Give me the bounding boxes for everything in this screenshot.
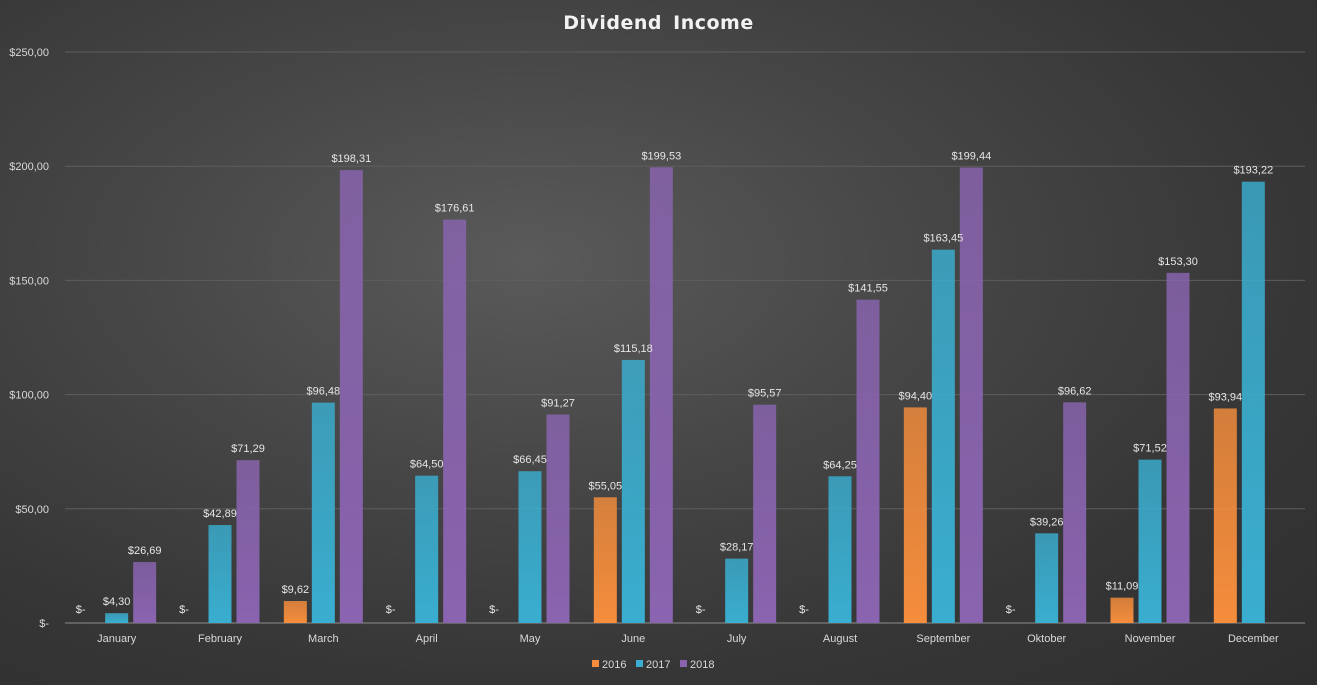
x-tick-label-june: June	[621, 633, 645, 645]
x-tick-label-april: April	[416, 633, 438, 645]
bar-2017-june	[621, 359, 645, 623]
bar-2017-january	[105, 613, 129, 623]
bar-2018-july	[753, 404, 777, 623]
bar-2016-march	[283, 601, 307, 623]
bar-2018-oktober	[1063, 402, 1087, 623]
data-label-2018-november: $153,30	[1158, 256, 1198, 268]
x-tick-label-september: September	[916, 633, 970, 645]
bar-2017-oktober	[1035, 533, 1059, 623]
bar-2017-april	[415, 475, 439, 623]
bar-2018-september	[959, 167, 983, 623]
bars	[105, 167, 1265, 624]
legend-label-2018: 2018	[690, 659, 714, 671]
data-label-2018-august: $141,55	[848, 283, 888, 295]
data-label-2017-march: $96,48	[307, 386, 341, 398]
data-label-2018-march: $198,31	[331, 153, 371, 165]
data-label-2016-august: $-	[799, 604, 809, 616]
chart-title: Dividend Income	[563, 12, 754, 34]
x-axis-tick-labels: January February March April May June July Augu…	[97, 633, 1279, 645]
bar-2018-may	[546, 414, 570, 623]
x-tick-label-july: July	[727, 633, 747, 645]
bar-2018-november	[1166, 272, 1190, 623]
data-label-2016-may: $-	[489, 604, 499, 616]
bar-2017-august	[828, 476, 852, 623]
bar-2017-march	[311, 402, 335, 623]
y-tick-label-150: $150,00	[9, 275, 49, 287]
legend-label-2016: 2016	[602, 659, 626, 671]
data-label-2017-august: $64,25	[823, 459, 857, 471]
data-label-2018-september: $199,44	[951, 150, 991, 162]
data-label-2017-oktober: $39,26	[1030, 516, 1064, 528]
data-label-2016-february: $-	[179, 604, 189, 616]
bar-2017-may	[518, 471, 542, 623]
data-label-2017-september: $163,45	[923, 233, 963, 245]
data-label-2018-january: $26,69	[128, 545, 162, 557]
bar-2016-november	[1110, 597, 1134, 623]
data-label-2016-november: $11,09	[1106, 581, 1139, 593]
x-tick-label-february: February	[198, 633, 243, 645]
data-label-2017-february: $42,89	[203, 508, 237, 520]
data-label-2017-july: $28,17	[720, 542, 754, 554]
bar-2018-february	[236, 460, 260, 623]
data-label-2018-june: $199,53	[641, 150, 681, 162]
data-label-2017-january: $4,30	[103, 596, 131, 608]
bar-2017-december	[1241, 181, 1265, 623]
legend-swatch-2016	[592, 660, 599, 667]
data-label-2017-may: $66,45	[513, 454, 547, 466]
y-axis-tick-labels: $- $50,00 $100,00 $150,00 $200,00 $250,00	[9, 47, 49, 630]
y-tick-label-0: $-	[39, 618, 49, 630]
gridlines	[65, 51, 1305, 624]
bar-2018-august	[856, 299, 880, 623]
bar-2018-march	[339, 170, 363, 623]
data-label-2016-december: $93,94	[1209, 391, 1243, 403]
data-label-2018-july: $95,57	[748, 388, 782, 400]
bar-2017-february	[208, 525, 232, 623]
bar-2016-december	[1213, 408, 1237, 623]
x-tick-label-january: January	[97, 633, 137, 645]
data-labels: $- $4,30 $26,69 $- $42,89 $71,29 $9,62 $96,48 $1…	[76, 150, 1273, 616]
bar-2018-june	[649, 167, 673, 623]
data-label-2016-april: $-	[386, 604, 396, 616]
bar-2017-september	[931, 249, 955, 623]
data-label-2016-march: $9,62	[282, 584, 310, 596]
x-tick-label-march: March	[308, 633, 339, 645]
y-tick-label-200: $200,00	[9, 161, 49, 173]
data-label-2017-june: $115,18	[614, 343, 653, 355]
bar-2017-november	[1138, 459, 1162, 623]
y-tick-label-250: $250,00	[9, 47, 49, 59]
x-tick-label-august: August	[823, 633, 857, 645]
y-tick-label-50: $50,00	[15, 504, 49, 516]
data-label-2016-july: $-	[696, 604, 706, 616]
data-label-2016-january: $-	[76, 604, 86, 616]
bar-2016-september	[903, 407, 927, 623]
legend: 2016 2017 2018	[592, 659, 714, 671]
data-label-2017-december: $193,22	[1233, 165, 1273, 177]
bar-2016-june	[593, 497, 617, 623]
data-label-2016-september: $94,40	[899, 390, 933, 402]
y-tick-label-100: $100,00	[9, 390, 49, 402]
legend-swatch-2018	[680, 660, 687, 667]
data-label-2016-june: $55,05	[589, 480, 623, 492]
x-tick-label-oktober: Oktober	[1027, 633, 1066, 645]
bar-2018-january	[133, 562, 157, 623]
data-label-2018-may: $91,27	[541, 398, 575, 410]
data-label-2018-february: $71,29	[231, 443, 265, 455]
data-label-2018-april: $176,61	[435, 203, 475, 215]
bar-2018-april	[443, 219, 467, 624]
x-tick-label-may: May	[520, 633, 541, 645]
x-tick-label-december: December	[1228, 633, 1279, 645]
legend-swatch-2017	[636, 660, 643, 667]
data-label-2018-oktober: $96,62	[1058, 385, 1092, 397]
bar-2017-july	[725, 558, 749, 623]
x-tick-label-november: November	[1125, 633, 1176, 645]
data-label-2017-november: $71,52	[1133, 443, 1167, 455]
data-label-2016-oktober: $-	[1006, 604, 1016, 616]
data-label-2017-april: $64,50	[410, 459, 444, 471]
legend-label-2017: 2017	[646, 659, 670, 671]
